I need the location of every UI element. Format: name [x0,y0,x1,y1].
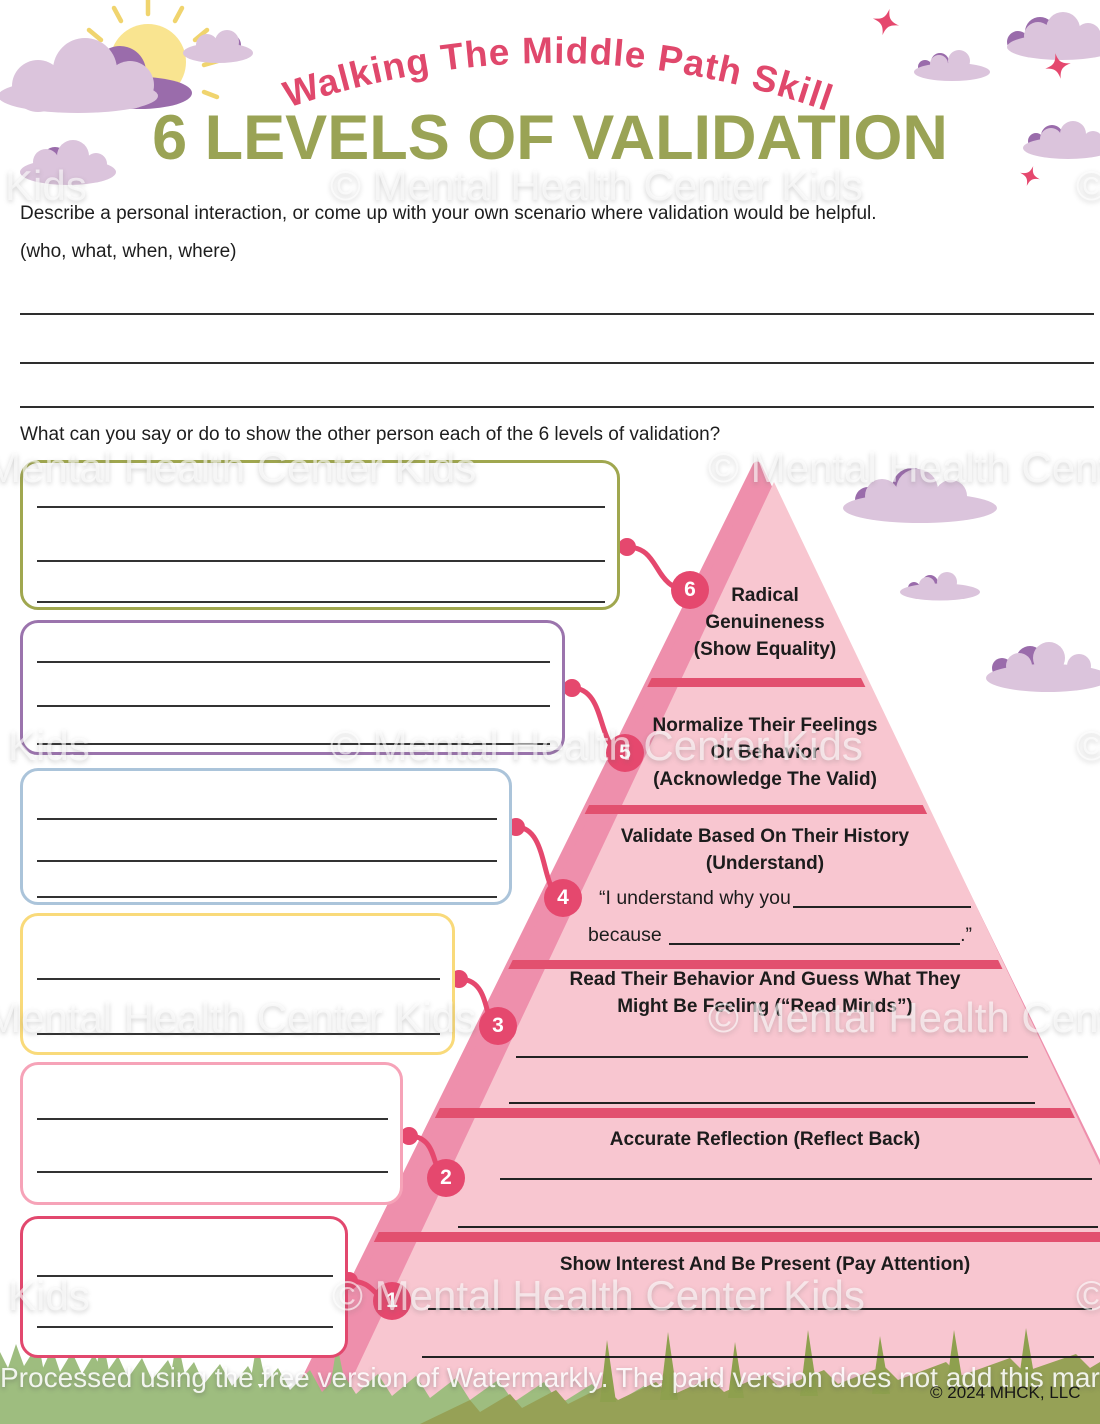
level-4-quote-1[interactable]: “I understand why you [599,884,971,910]
level-2-line1: Accurate Reflection (Reflect Back) [609,1129,921,1150]
level-4-quote-2[interactable]: because .” [588,921,972,947]
quote-end: .” [960,924,972,946]
answer-box-6[interactable] [20,460,620,610]
cloud-icon [986,642,1100,692]
level-3-line2: Might Be Feeling (“Read Minds”) [617,996,913,1017]
write-line[interactable] [37,1033,440,1035]
level-4-line2: (Understand) [705,853,825,874]
level-4-title: Validate Based On Their History (Underst… [585,823,945,877]
pyramid-dividers [296,678,1100,1242]
grass-icon [0,1328,1100,1424]
answer-box-1[interactable] [20,1216,348,1358]
level-badge-1: 1 [373,1282,411,1320]
write-line[interactable] [458,1226,1098,1228]
write-line[interactable] [37,601,605,603]
write-line[interactable] [422,1356,1094,1358]
write-line[interactable] [37,1171,388,1173]
level-5-line2: Or Behavior [710,742,820,763]
write-line[interactable] [37,818,497,820]
scenario-line[interactable] [20,362,1094,364]
write-line[interactable] [37,506,605,508]
answer-box-3[interactable] [20,913,455,1055]
cloud-icon [1023,121,1100,159]
page-title: 6 LEVELS OF VALIDATION [152,103,948,173]
fill-in-blank[interactable] [792,906,971,908]
write-line[interactable] [37,1275,333,1277]
write-line[interactable] [500,1178,1092,1180]
level-5-line3: (Acknowledge The Valid) [653,769,877,790]
pyramid-fill [342,482,1100,1400]
prompt-text: Describe a personal interaction, or come… [20,203,877,224]
answer-box-2[interactable] [20,1062,403,1205]
watermark-footer: Processed using the free version of Wate… [0,1362,1100,1393]
write-line[interactable] [37,705,550,707]
cloud-icon [20,140,116,185]
write-line[interactable] [509,1102,1035,1104]
write-line[interactable] [37,1118,388,1120]
write-line[interactable] [428,1308,1092,1310]
level-4-line1: Validate Based On Their History [620,826,910,847]
level-6-line2: Genuineness [705,612,825,633]
level-6-line1: Radical [731,585,799,606]
level-badge-5: 5 [606,734,644,772]
question-text: What can you say or do to show the other… [20,424,721,445]
level-1-title: Show Interest And Be Present (Pay Attent… [535,1251,995,1278]
answer-box-5[interactable] [20,620,565,755]
write-line[interactable] [37,860,497,862]
level-3-line1: Read Their Behavior And Guess What They [569,969,961,990]
level-5-line1: Normalize Their Feelings [652,715,878,736]
arc-title-wrap: Walking The Middle Path Skill [278,30,837,119]
prompt-hint: (who, what, when, where) [20,241,237,262]
write-line[interactable] [37,896,497,898]
scenario-line[interactable] [20,406,1094,408]
write-line[interactable] [37,1326,333,1328]
cloud-icon [843,468,997,523]
level-badge-2: 2 [427,1159,465,1197]
level-1-line1: Show Interest And Be Present (Pay Attent… [559,1254,971,1275]
quote-mid: because [588,924,668,946]
pyramid [291,461,1100,1405]
level-badge-3: 3 [479,1007,517,1045]
level-badge-6: 6 [671,571,709,609]
cloud-icon [1007,12,1100,60]
write-line[interactable] [37,743,550,745]
fill-in-blank[interactable] [669,943,961,945]
level-5-title: Normalize Their Feelings Or Behavior (Ac… [605,712,925,793]
cloud-icon [914,50,990,81]
scenario-line[interactable] [20,313,1094,315]
write-line[interactable] [516,1056,1028,1058]
level-6-title: Radical Genuineness (Show Equality) [640,582,890,663]
write-line[interactable] [37,560,605,562]
answer-box-4[interactable] [20,768,512,905]
write-line[interactable] [37,661,550,663]
cloud-icon [183,30,253,63]
level-2-title: Accurate Reflection (Reflect Back) [545,1126,985,1153]
quote-start: “I understand why you [599,887,791,909]
cloud-icon [0,38,192,113]
cloud-icon [900,572,980,601]
write-line[interactable] [37,978,440,980]
level-badge-4: 4 [544,879,582,917]
level-6-line3: (Show Equality) [693,639,837,660]
level-3-title: Read Their Behavior And Guess What They … [545,966,985,1020]
copyright-text: © 2024 MHCK, LLC [930,1383,1081,1402]
